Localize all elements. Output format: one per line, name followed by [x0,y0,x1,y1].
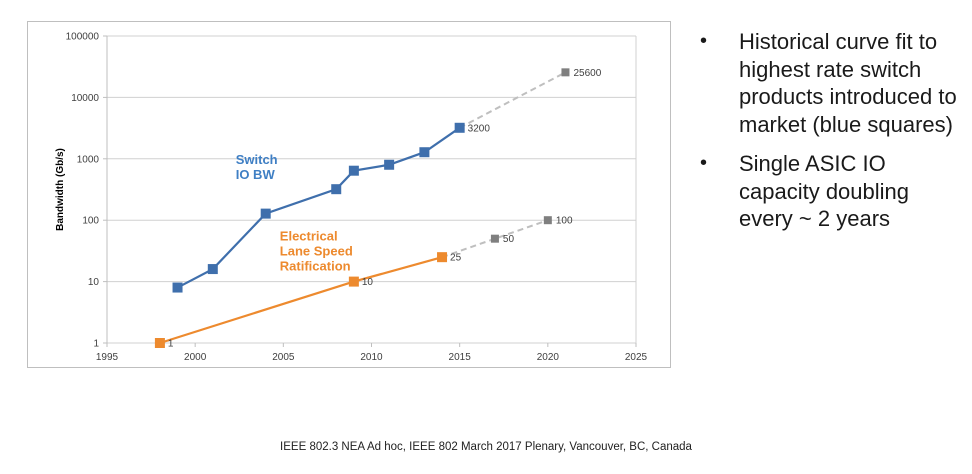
data-label: 1 [168,339,174,350]
series-line [177,126,461,289]
annotation-line: Electrical [280,228,338,243]
bullet-text: Historical curve fit to highest rate swi… [739,29,957,137]
bullet-item: • Historical curve fit to highest rate s… [700,28,968,138]
y-tick-label: 1000 [77,154,100,165]
data-point-marker [348,165,359,176]
data-label: 3200 [468,123,491,134]
data-point-marker [207,264,218,275]
series-line [459,71,566,129]
data-point-marker [490,234,499,243]
data-point-marker [543,216,552,225]
series-annotation: Switch IO BW [236,152,278,182]
bullet-item: • Single ASIC IO capacity doubling every… [700,150,968,233]
data-point-marker [260,208,271,219]
data-label: 25600 [573,68,601,79]
series-markers [154,68,570,348]
y-axis-title: Bandwidth (Gb/s) [55,148,66,231]
y-tick-label: 1 [93,339,99,350]
series-annotation: Electrical Lane Speed Ratification [280,228,353,273]
x-tick-label: 2010 [360,352,383,363]
x-tick-label: 2000 [184,352,207,363]
data-label: 50 [503,234,515,245]
annotations: Switch IO BW Electrical Lane Speed Ratificat… [236,152,353,274]
data-point-marker [419,147,430,158]
bullet-list: • Historical curve fit to highest rate s… [700,28,968,245]
x-tick-label: 2020 [537,352,560,363]
annotation-line: IO BW [236,167,276,182]
tick-labels: 1 10 100 1000 10000 100000 1995 2000 2005 2010 201… [66,32,648,364]
y-tick-label: 100 [82,216,99,227]
bullet-symbol: • [700,30,708,52]
footer-text: IEEE 802.3 NEA Ad hoc, IEEE 802 March 20… [280,441,692,453]
x-tick-label: 2005 [272,352,295,363]
gridlines [103,35,637,347]
chart-frame [27,21,671,368]
y-tick-label: 100000 [66,32,100,43]
y-tick-label: 10000 [71,93,99,104]
y-tick-label: 10 [88,277,100,288]
data-labels: 3200 25600 1 10 25 50 100 [168,68,602,350]
x-tick-label: 2015 [449,352,472,363]
data-point-marker [154,338,165,348]
data-point-marker [454,122,465,133]
data-point-marker [561,68,570,77]
data-point-marker [172,282,183,293]
series-lines [159,71,566,345]
annotation-line: Ratification [280,258,351,273]
annotation-line: Switch [236,152,278,167]
data-label: 100 [556,216,573,227]
bullet-text: Single ASIC IO capacity doubling every ~… [739,151,910,231]
annotation-line: Lane Speed [280,243,353,258]
data-point-marker [348,276,359,287]
bullet-symbol: • [700,152,708,174]
x-tick-label: 2025 [625,352,648,363]
data-point-marker [331,184,342,195]
series-line [441,219,549,259]
data-point-marker [437,252,448,263]
data-label: 10 [362,277,374,288]
data-point-marker [384,159,395,170]
x-tick-label: 1995 [96,352,119,363]
data-label: 25 [450,253,462,264]
